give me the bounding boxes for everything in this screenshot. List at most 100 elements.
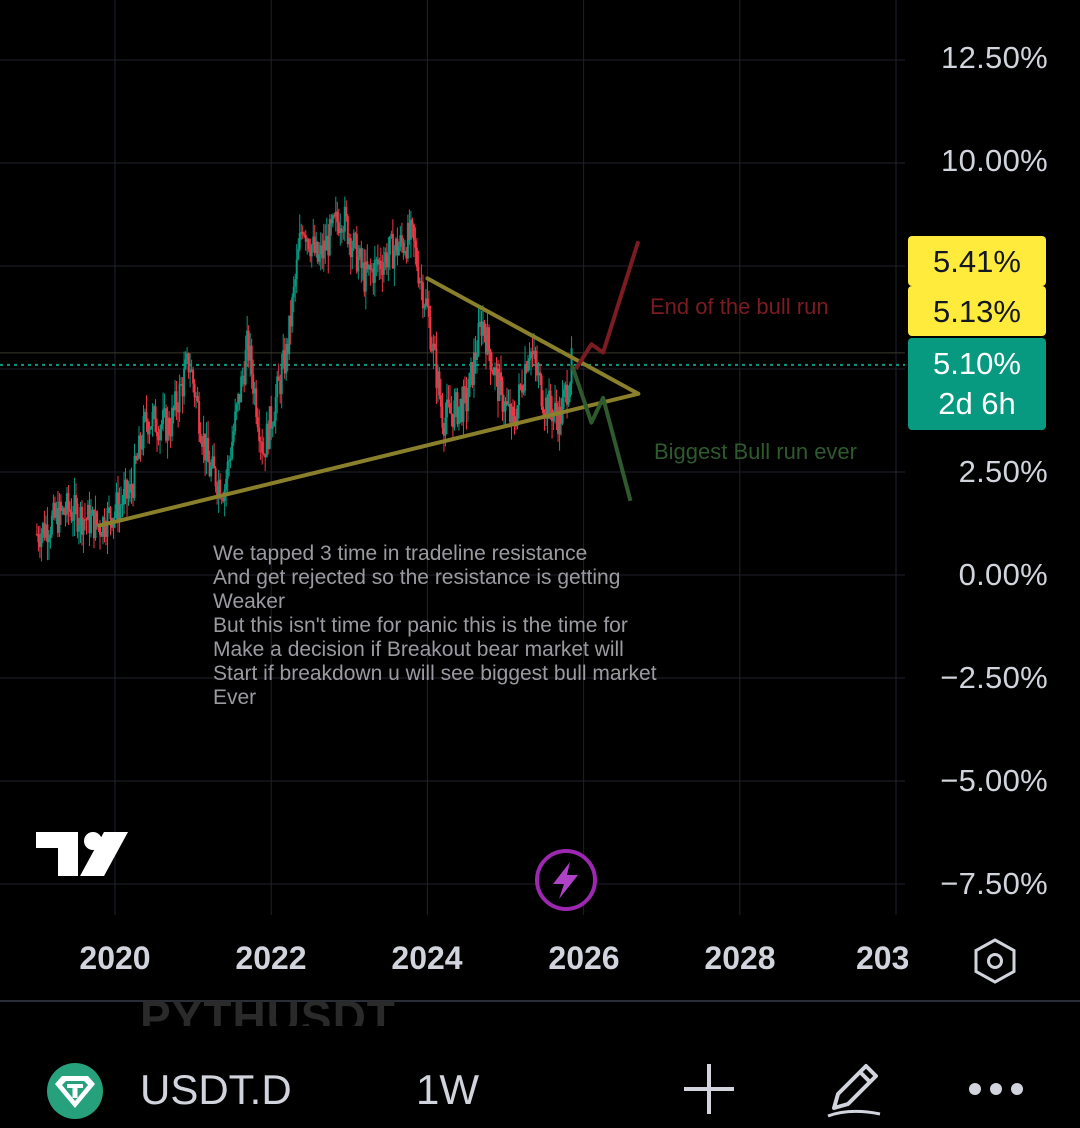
- candle: [171, 407, 174, 437]
- interval-button[interactable]: 1W: [416, 1066, 479, 1113]
- candle: [342, 231, 345, 233]
- candle: [481, 321, 484, 336]
- candle: [180, 384, 183, 386]
- candle: [136, 458, 139, 461]
- candle: [537, 372, 540, 376]
- candle: [92, 509, 95, 539]
- candle: [114, 511, 116, 518]
- trendline-support: [97, 391, 641, 528]
- candle: [175, 391, 178, 410]
- candle: [546, 397, 549, 419]
- candle: [349, 238, 352, 258]
- candle: [151, 411, 154, 427]
- candle: [44, 524, 47, 538]
- candle: [165, 408, 168, 441]
- candle: [352, 233, 355, 249]
- candle: [340, 228, 343, 232]
- lightning-icon[interactable]: [535, 849, 597, 911]
- candle: [132, 490, 135, 498]
- candle: [190, 369, 193, 372]
- candle: [447, 399, 450, 404]
- candle: [471, 362, 474, 385]
- candle: [328, 219, 331, 256]
- candle: [555, 402, 558, 416]
- candle: [148, 428, 151, 435]
- y-tick-label: 10.00%: [941, 143, 1048, 178]
- candle: [337, 222, 340, 234]
- candle: [199, 433, 202, 442]
- candle: [85, 519, 88, 521]
- candle: [530, 351, 533, 359]
- candle: [354, 233, 357, 235]
- candle: [229, 458, 232, 461]
- candle: [457, 406, 460, 425]
- candle: [83, 519, 86, 521]
- candle: [150, 426, 153, 429]
- candle: [135, 455, 138, 461]
- y-tick-label: 2.50%: [958, 454, 1048, 489]
- candle: [43, 523, 46, 538]
- candle: [214, 468, 217, 487]
- candle: [399, 235, 402, 247]
- candle: [402, 242, 405, 253]
- candle: [68, 509, 71, 512]
- candle: [79, 506, 82, 526]
- candle: [533, 350, 536, 355]
- candle: [442, 427, 445, 436]
- candle: [241, 375, 244, 377]
- pencil-icon[interactable]: [820, 1054, 886, 1120]
- candle: [515, 425, 518, 427]
- candle: [567, 397, 570, 405]
- candle: [252, 374, 255, 394]
- candle: [91, 509, 94, 516]
- candle: [142, 416, 145, 449]
- candle: [71, 520, 74, 522]
- candle: [336, 211, 339, 223]
- symbol-button[interactable]: USDT.D: [140, 1066, 292, 1113]
- settings-icon[interactable]: [970, 936, 1020, 986]
- candle: [193, 383, 196, 398]
- candle: [480, 321, 483, 336]
- price-chart[interactable]: [0, 0, 1080, 1000]
- candle: [444, 417, 447, 436]
- candle: [462, 386, 465, 422]
- candle: [82, 519, 85, 535]
- plus-icon[interactable]: [680, 1060, 738, 1118]
- candle: [534, 350, 537, 364]
- candle: [396, 238, 399, 256]
- candle: [183, 368, 186, 397]
- candle: [279, 380, 282, 395]
- candle: [285, 344, 288, 374]
- candle: [213, 456, 216, 469]
- candle: [490, 369, 493, 371]
- candle: [303, 234, 306, 236]
- candle: [324, 240, 327, 251]
- candle: [86, 504, 89, 520]
- candle: [528, 358, 531, 361]
- candle: [460, 398, 463, 422]
- candle: [133, 455, 136, 498]
- candle: [382, 261, 385, 275]
- candle: [250, 345, 253, 375]
- candle: [231, 441, 234, 459]
- candle: [235, 404, 238, 412]
- candle: [330, 219, 333, 224]
- candle: [357, 256, 360, 272]
- candle: [58, 501, 61, 533]
- y-tick-label: 0.00%: [958, 557, 1048, 592]
- more-icon[interactable]: [966, 1078, 1026, 1100]
- candle: [351, 248, 354, 258]
- candle: [253, 388, 256, 394]
- candle: [527, 360, 530, 372]
- tether-icon[interactable]: [46, 1062, 104, 1120]
- candle: [417, 266, 420, 284]
- candle: [47, 538, 50, 543]
- candle: [414, 240, 417, 248]
- candle: [524, 364, 527, 391]
- candle: [315, 241, 318, 254]
- candle: [312, 236, 315, 245]
- annotation-bear: End of the bull run: [650, 294, 829, 319]
- candle: [361, 262, 364, 268]
- candle: [510, 406, 513, 423]
- candle: [49, 534, 52, 539]
